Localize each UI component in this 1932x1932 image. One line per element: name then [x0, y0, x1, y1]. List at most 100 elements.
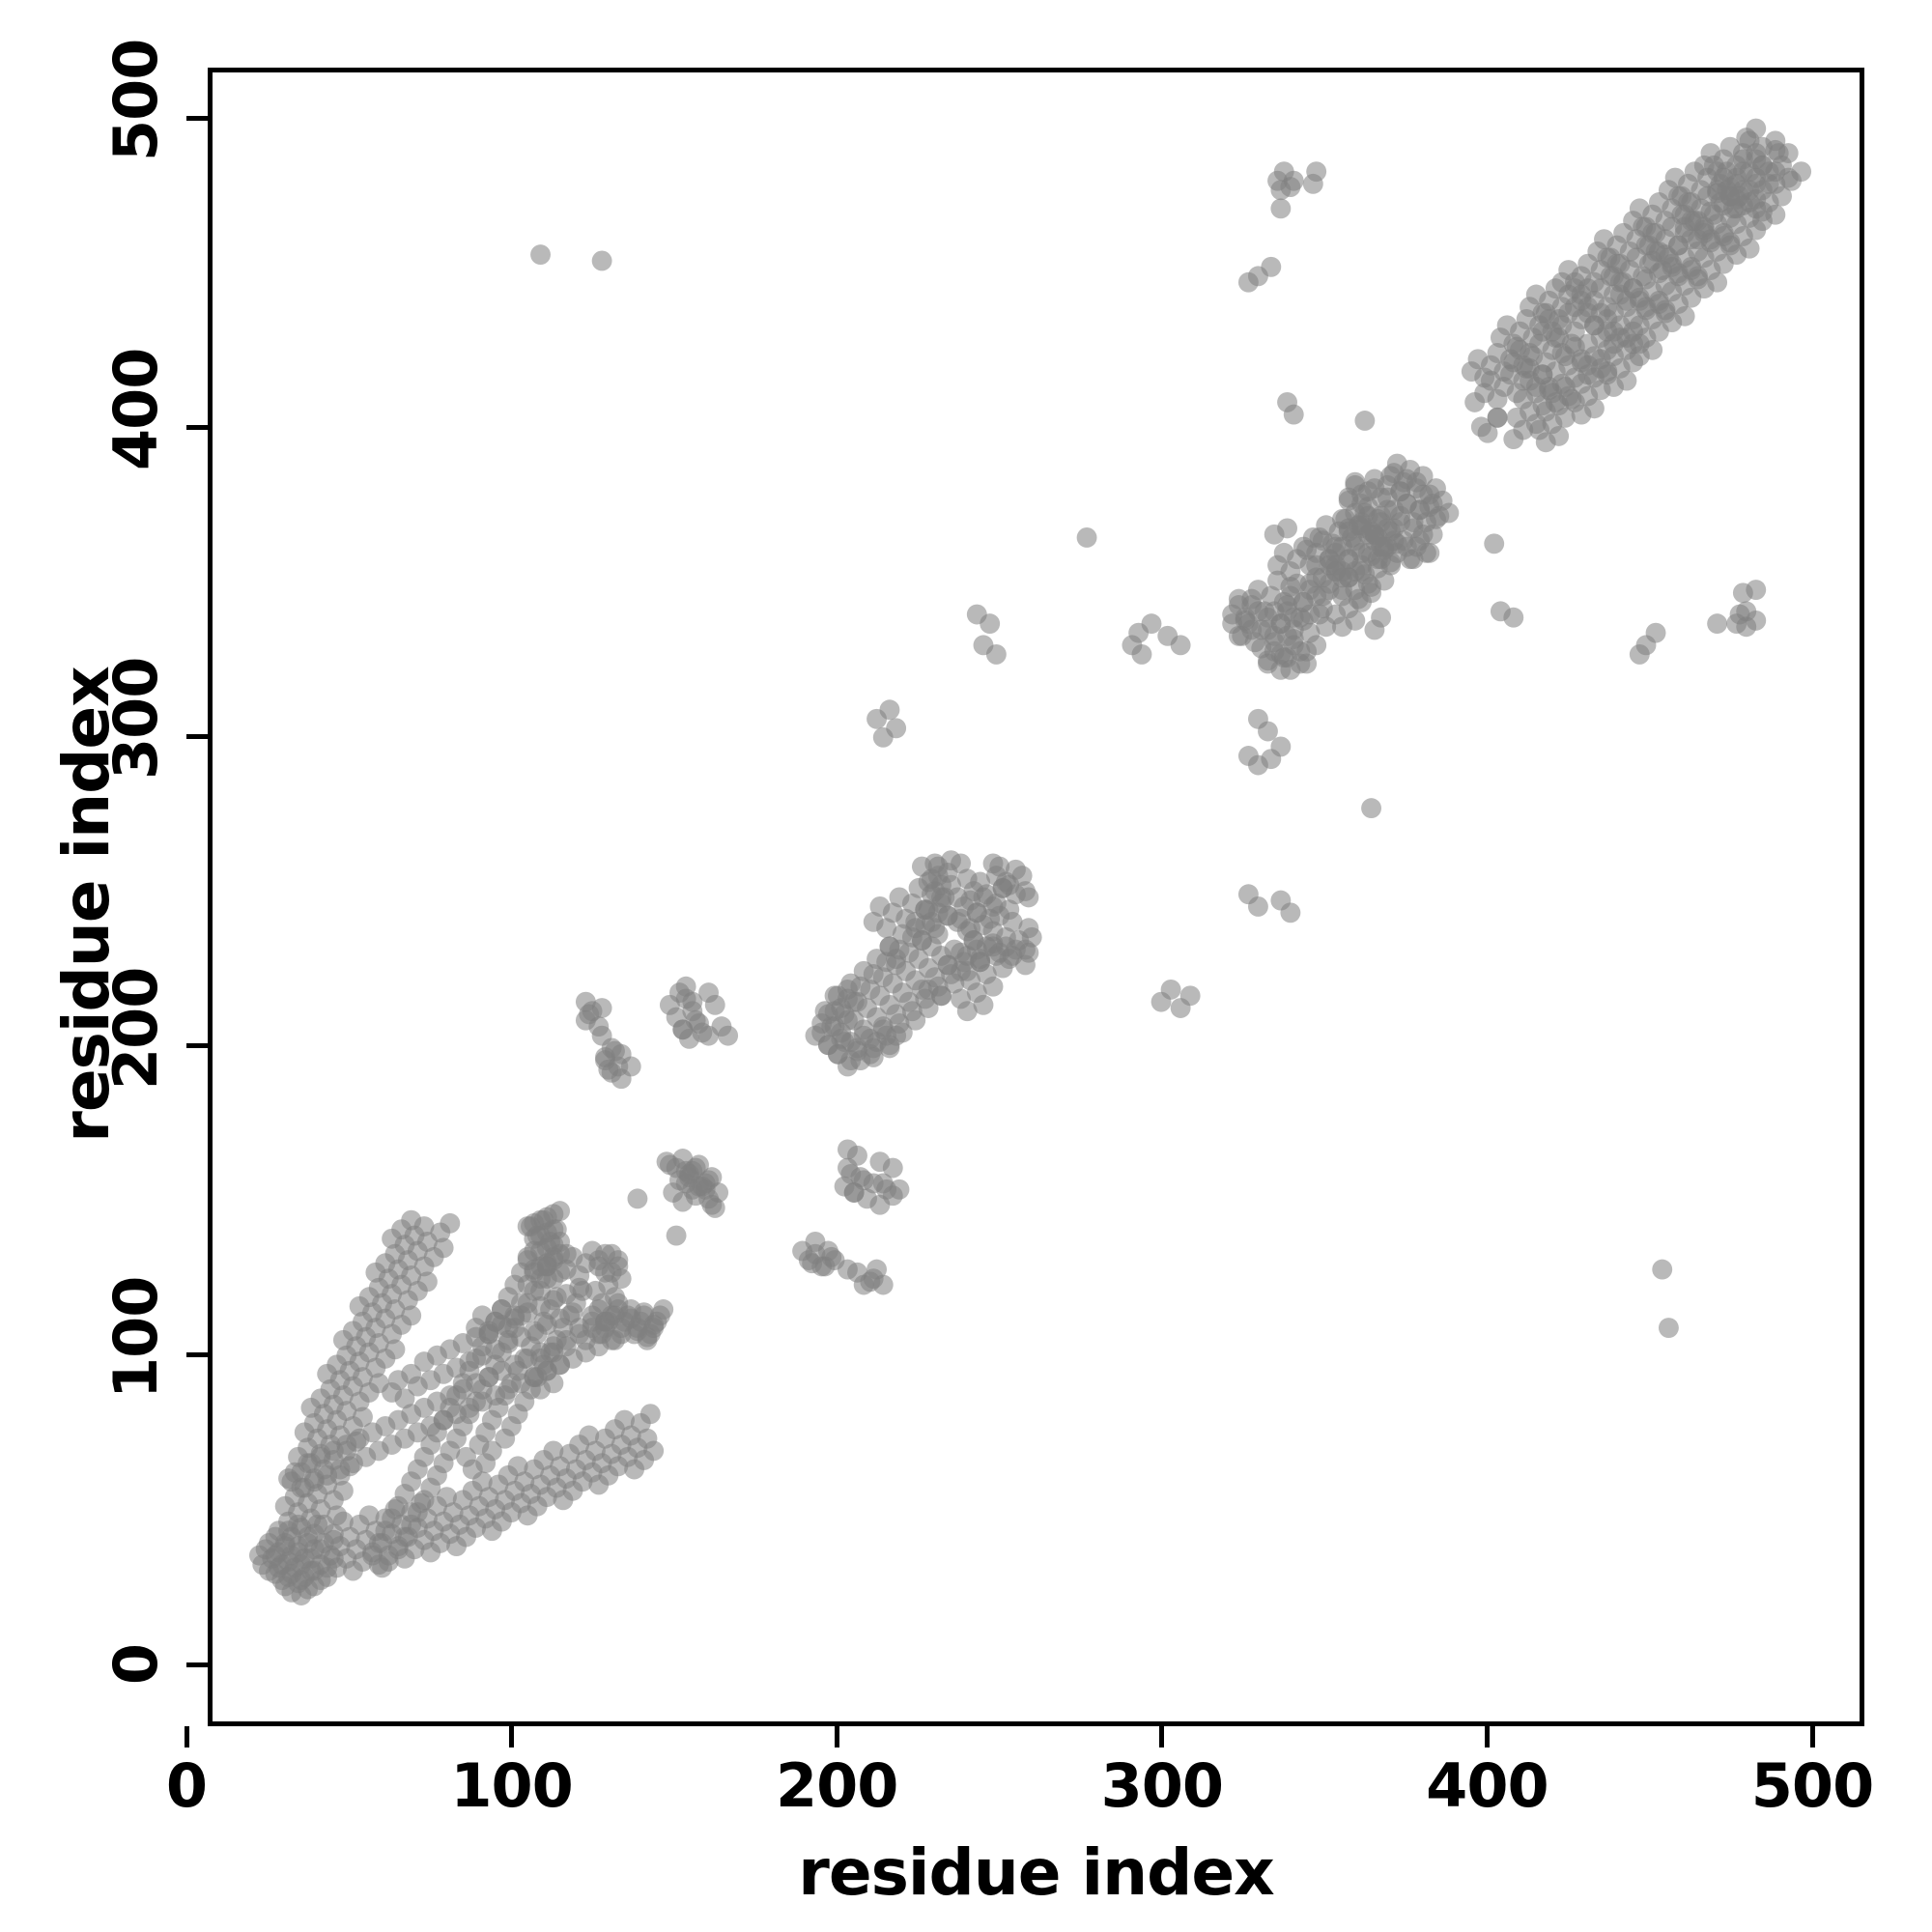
scatter-point — [1302, 527, 1323, 548]
scatter-point — [876, 918, 897, 939]
scatter-point — [951, 988, 972, 1009]
scatter-point — [1258, 721, 1278, 742]
scatter-point — [1076, 527, 1097, 548]
scatter-point — [1503, 429, 1524, 450]
scatter-point — [1247, 266, 1268, 287]
scatter-point — [1277, 391, 1297, 412]
scatter-point — [332, 1480, 354, 1501]
scatter-point — [1306, 161, 1327, 183]
scatter-point — [1419, 542, 1440, 563]
x-axis-title: residue index — [798, 1835, 1274, 1910]
scatter-point — [1419, 484, 1440, 505]
scatter-point — [1371, 607, 1392, 628]
scatter-point — [511, 1293, 531, 1314]
x-tick-300 — [1159, 1726, 1165, 1747]
scatter-point — [1412, 524, 1434, 545]
scatter-point — [1157, 625, 1179, 646]
scatter-point — [963, 881, 984, 901]
scatter-point — [951, 853, 972, 874]
scatter-point — [401, 1305, 422, 1326]
scatter-point — [898, 991, 920, 1012]
scatter-point — [1765, 130, 1786, 152]
scatter-point — [1270, 736, 1292, 757]
x-tick-500 — [1809, 1726, 1815, 1747]
scatter-point — [1361, 582, 1381, 604]
x-tick-label-300: 300 — [1100, 1750, 1224, 1821]
scatter-point — [860, 979, 881, 1000]
scatter-point — [838, 1157, 858, 1179]
scatter-point — [867, 949, 887, 970]
plot-area — [208, 68, 1864, 1726]
scatter-point — [879, 699, 900, 721]
scatter-point — [1131, 643, 1152, 665]
scatter-point — [1406, 471, 1427, 493]
scatter-point — [1364, 478, 1385, 498]
scatter-point — [358, 1505, 380, 1526]
scatter-point — [562, 1302, 583, 1323]
scatter-point — [1777, 143, 1799, 163]
scatter-series-residue-contacts — [248, 118, 1812, 1605]
scatter-point — [384, 1339, 406, 1360]
scatter-point — [1791, 161, 1812, 183]
scatter-point — [1273, 161, 1294, 183]
scatter-point — [656, 1151, 677, 1173]
scatter-point — [437, 1487, 457, 1508]
scatter-point — [951, 908, 972, 929]
scatter-point — [1658, 1318, 1679, 1339]
scatter-point — [704, 1197, 725, 1218]
scatter-point — [905, 1009, 926, 1031]
scatter-point — [1141, 613, 1162, 635]
scatter-point — [966, 604, 987, 625]
scatter-point — [1487, 407, 1508, 428]
scatter-point — [1464, 391, 1486, 412]
scatter-point — [970, 952, 991, 973]
scatter-point — [872, 1274, 894, 1295]
x-tick-400 — [1484, 1726, 1490, 1747]
scatter-point — [668, 982, 690, 1004]
scatter-point — [698, 1025, 719, 1046]
scatter-point — [666, 1225, 687, 1246]
scatter-point — [579, 1425, 600, 1446]
scatter-point — [1270, 198, 1292, 219]
scatter-point — [649, 1305, 670, 1326]
x-tick-label-200: 200 — [775, 1750, 898, 1821]
x-tick-100 — [509, 1726, 515, 1747]
scatter-point — [1635, 635, 1657, 656]
scatter-point — [886, 1004, 907, 1025]
scatter-point — [882, 1185, 903, 1207]
scatter-point — [543, 1440, 564, 1462]
scatter-point — [530, 244, 551, 266]
y-tick-200 — [186, 1043, 208, 1049]
scatter-point — [999, 874, 1020, 895]
y-tick-300 — [186, 733, 208, 739]
y-axis-title: residue index — [49, 667, 124, 1143]
scatter-point — [643, 1440, 665, 1462]
scatter-point — [416, 1271, 438, 1293]
scatter-point — [591, 998, 612, 1018]
scatter-point — [353, 1406, 373, 1428]
scatter-point — [591, 1025, 612, 1046]
x-tick-label-100: 100 — [450, 1750, 573, 1821]
scatter-point — [1277, 518, 1297, 539]
scatter-point — [456, 1446, 477, 1467]
scatter-point — [1018, 918, 1039, 939]
scatter-point — [595, 1050, 615, 1071]
y-tick-400 — [186, 424, 208, 430]
scatter-point — [507, 1456, 528, 1477]
scatter-point — [989, 856, 1010, 877]
x-tick-0 — [184, 1726, 189, 1747]
scatter-point — [973, 635, 994, 656]
scatter-point — [1160, 979, 1181, 1000]
scatter-point — [886, 718, 907, 739]
x-tick-label-500: 500 — [1750, 1750, 1874, 1821]
scatter-point — [1354, 411, 1376, 431]
scatter-point — [1345, 471, 1366, 493]
scatter-point — [811, 1256, 833, 1277]
scatter-point — [989, 905, 1010, 926]
scatter-point — [1707, 613, 1728, 635]
scatter-point — [886, 1025, 907, 1046]
scatter-point — [1746, 610, 1767, 631]
y-tick-0 — [186, 1662, 208, 1667]
scatter-point — [591, 250, 612, 271]
